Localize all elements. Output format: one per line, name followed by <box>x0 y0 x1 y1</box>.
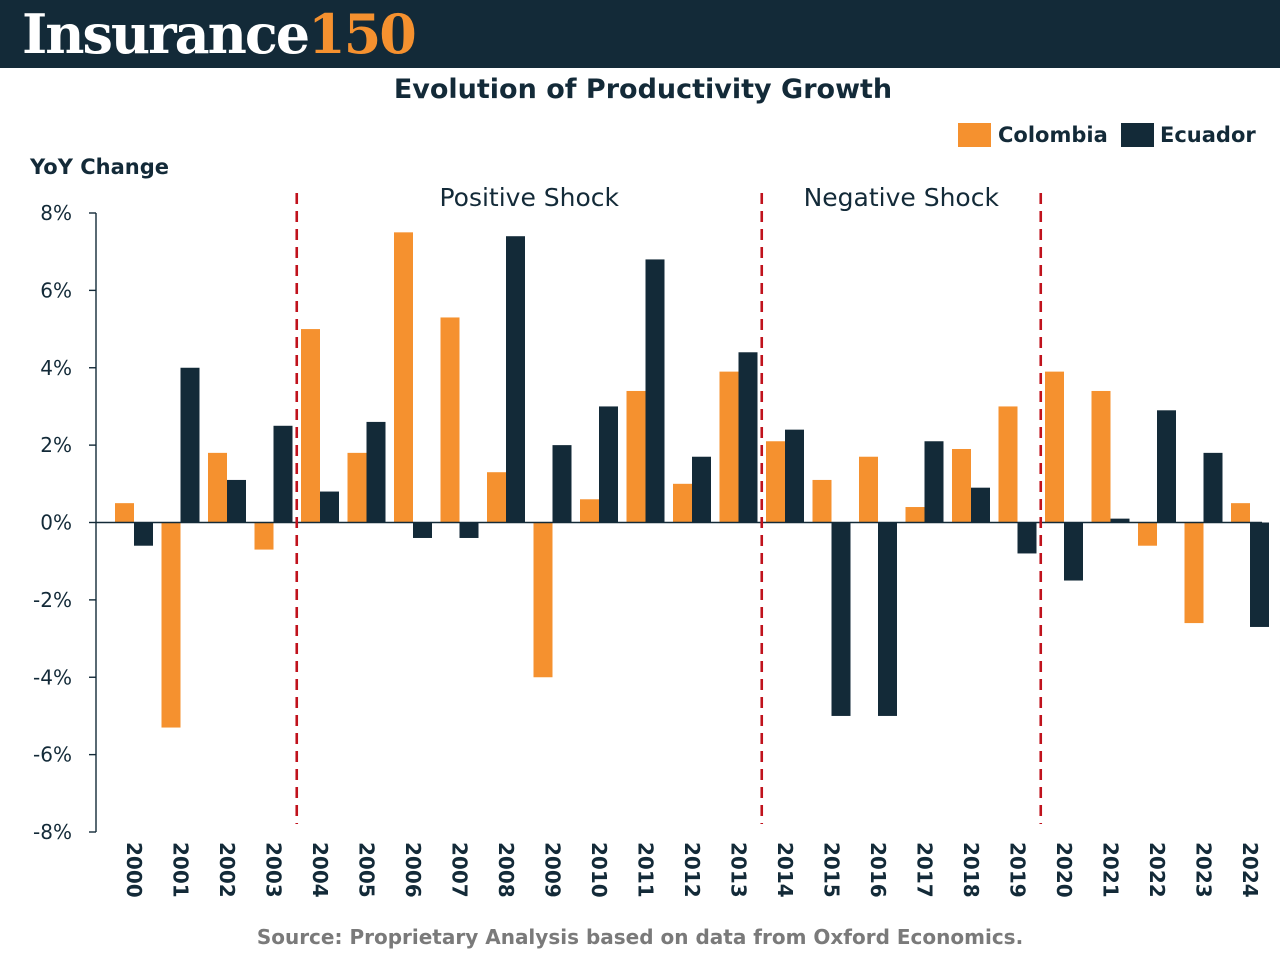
x-tick-label: 2016 <box>866 842 890 898</box>
bar-colombia <box>301 329 320 523</box>
x-tick-label: 2023 <box>1192 842 1216 898</box>
bar-ecuador <box>831 522 851 716</box>
bar-colombia <box>254 522 274 550</box>
x-tick-label: 2014 <box>773 842 797 898</box>
bar-colombia <box>347 452 367 523</box>
bar-ecuador <box>1110 518 1130 523</box>
x-tick-label: 2008 <box>494 842 518 898</box>
x-tick-label: 2007 <box>448 842 472 898</box>
x-tick-label: 2019 <box>1006 842 1030 898</box>
bar-colombia <box>1091 390 1111 523</box>
y-tick-label: 8% <box>40 201 72 225</box>
shock-annotation: Positive Shock <box>439 183 619 212</box>
bar-colombia <box>208 452 227 523</box>
bar-colombia <box>533 522 553 678</box>
bar-ecuador <box>459 522 479 538</box>
bar-ecuador <box>738 352 758 523</box>
bar-ecuador <box>413 522 432 538</box>
x-tick-label: 2011 <box>634 842 658 898</box>
brand-logo: Insurance150 <box>22 0 417 68</box>
brand-logo-word: Insurance <box>22 2 310 66</box>
bar-colombia <box>487 472 506 523</box>
x-tick-label: 2001 <box>169 842 193 898</box>
bar-colombia <box>1138 522 1157 546</box>
legend-swatch-ecuador <box>1121 123 1154 147</box>
x-tick-label: 2009 <box>541 842 565 898</box>
bar-colombia <box>905 507 925 523</box>
y-tick-label: -8% <box>33 820 72 844</box>
bar-ecuador <box>924 441 944 523</box>
chart-title: Evolution of Productivity Growth <box>393 74 893 105</box>
shock-annotation: Negative Shock <box>804 183 1000 212</box>
bar-colombia <box>440 317 460 523</box>
x-tick-label: 2000 <box>122 842 146 898</box>
bar-colombia <box>1184 522 1204 624</box>
y-tick-label: -4% <box>33 665 72 689</box>
bar-ecuador <box>227 479 246 523</box>
x-tick-label: 2024 <box>1238 842 1262 898</box>
bar-ecuador <box>134 522 153 546</box>
bar-ecuador <box>180 367 200 523</box>
y-tick-label: -2% <box>33 588 72 612</box>
bar-colombia <box>766 441 785 523</box>
y-axis-label: YoY Change <box>30 155 169 179</box>
bar-ecuador <box>273 425 293 523</box>
x-tick-label: 2015 <box>820 842 844 898</box>
bar-colombia <box>1231 503 1250 523</box>
bar-colombia <box>626 390 646 523</box>
bar-ecuador <box>1203 452 1223 523</box>
bar-colombia <box>394 232 413 523</box>
bar-colombia <box>580 499 599 523</box>
x-tick-label: 2004 <box>308 842 332 898</box>
bar-colombia <box>812 479 832 523</box>
header-banner: Insurance150 <box>0 0 1280 68</box>
x-tick-label: 2021 <box>1099 842 1123 898</box>
bar-ecuador <box>1250 522 1269 627</box>
bar-colombia <box>115 503 134 523</box>
bar-ecuador <box>785 429 804 523</box>
y-tick-label: 4% <box>40 356 72 380</box>
bar-ecuador <box>599 406 618 523</box>
x-tick-label: 2022 <box>1145 842 1169 898</box>
source-note: Source: Proprietary Analysis based on da… <box>256 925 1024 949</box>
x-tick-label: 2003 <box>262 842 286 898</box>
bar-colombia <box>1045 371 1064 523</box>
y-tick-label: 0% <box>40 511 72 535</box>
bar-colombia <box>719 371 739 523</box>
bar-ecuador <box>692 456 711 523</box>
x-tick-label: 2020 <box>1052 842 1076 898</box>
bar-ecuador <box>1017 522 1037 554</box>
bar-colombia <box>859 456 878 523</box>
bar-ecuador <box>506 236 525 523</box>
bar-ecuador <box>645 259 665 523</box>
x-tick-label: 2017 <box>913 842 937 898</box>
bar-ecuador <box>366 421 386 523</box>
bar-ecuador <box>1064 522 1083 581</box>
x-tick-label: 2012 <box>680 842 704 898</box>
bar-ecuador <box>320 491 339 523</box>
x-tick-label: 2018 <box>959 842 983 898</box>
x-tick-label: 2013 <box>727 842 751 898</box>
legend-label-ecuador: Ecuador <box>1160 123 1256 147</box>
bar-colombia <box>161 522 181 728</box>
legend-label-colombia: Colombia <box>998 123 1108 147</box>
y-tick-label: 2% <box>40 433 72 457</box>
bar-colombia <box>998 406 1018 523</box>
x-tick-label: 2010 <box>587 842 611 898</box>
bar-ecuador <box>878 522 897 716</box>
brand-logo-number: 150 <box>308 2 417 66</box>
y-tick-label: 6% <box>40 278 72 302</box>
x-tick-label: 2006 <box>401 842 425 898</box>
bar-ecuador <box>1157 410 1176 523</box>
y-tick-label: -6% <box>33 743 72 767</box>
bar-colombia <box>673 483 692 523</box>
bar-ecuador <box>552 445 572 523</box>
legend-swatch-colombia <box>958 123 991 147</box>
bar-ecuador <box>971 487 990 523</box>
x-tick-label: 2002 <box>215 842 239 898</box>
bar-colombia <box>952 448 971 523</box>
x-tick-label: 2005 <box>355 842 379 898</box>
